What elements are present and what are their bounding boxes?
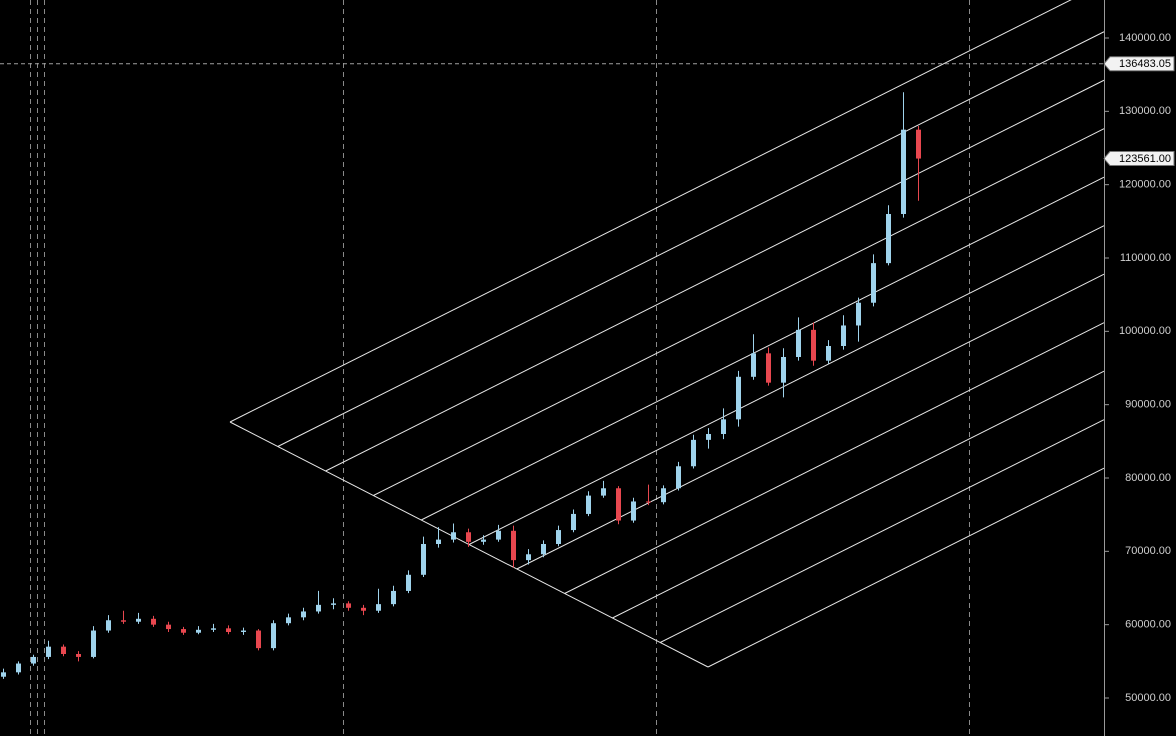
candle-body [211, 628, 216, 630]
candle-body [466, 532, 471, 542]
channel-line[interactable] [564, 322, 1105, 594]
candle-body [661, 488, 666, 503]
candle-body [496, 530, 501, 540]
candle-body [316, 604, 321, 612]
candle-body [766, 353, 771, 383]
candle-body [631, 501, 636, 521]
candles [1, 92, 921, 679]
candle-body [526, 554, 531, 561]
candle-body [721, 419, 726, 434]
candle-body [331, 603, 336, 605]
candle-body [31, 656, 36, 664]
y-tick-label: 140000.00 [1119, 32, 1171, 44]
y-tick-label: 80000.00 [1125, 472, 1171, 484]
candle-body [751, 353, 756, 377]
candle-body [196, 629, 201, 633]
candle-body [691, 439, 696, 467]
candle-body [781, 357, 786, 383]
candle-body [451, 532, 456, 540]
y-tick-label: 100000.00 [1119, 325, 1171, 337]
candle-body [226, 628, 231, 632]
candle-body [736, 376, 741, 420]
channel-line[interactable] [420, 176, 1105, 521]
candle-body [901, 129, 906, 215]
candle-body [586, 495, 591, 514]
crosshair-label: 136483.05 [1119, 58, 1171, 70]
time-grid [30, 0, 970, 736]
channel-tool[interactable] [229, 0, 1105, 668]
channel-line[interactable] [229, 0, 1104, 423]
candle-body [121, 620, 126, 622]
y-tick-label: 130000.00 [1119, 105, 1171, 117]
candle-body [376, 604, 381, 611]
last-price-label-box [1103, 151, 1175, 167]
candle-body [541, 543, 546, 555]
candle-body [301, 611, 306, 618]
last-price-label: 123561.00 [1119, 153, 1171, 165]
channel-line[interactable] [659, 419, 1105, 643]
channel-line[interactable] [468, 225, 1105, 545]
candle-body [571, 513, 576, 531]
candle-body [646, 501, 651, 503]
y-tick-label: 90000.00 [1125, 399, 1171, 411]
channel-line[interactable] [373, 128, 1105, 496]
candle-body [181, 629, 186, 633]
candle-body [826, 346, 831, 361]
candle-body [886, 214, 891, 264]
candle-body [166, 624, 171, 630]
candle-body [91, 630, 96, 657]
candle-body [601, 488, 606, 496]
candle-body [706, 433, 711, 440]
channel-line[interactable] [325, 79, 1105, 472]
candle-body [1, 672, 6, 677]
candle-body [676, 466, 681, 489]
candle-body [481, 539, 486, 542]
candle-body [16, 663, 21, 673]
y-tick-label: 60000.00 [1125, 619, 1171, 631]
candle-body [241, 630, 246, 632]
candle-body [286, 617, 291, 624]
y-tick-label: 50000.00 [1125, 692, 1171, 704]
candle-body [421, 543, 426, 575]
candle-body [616, 488, 621, 521]
channel-line[interactable] [707, 467, 1105, 668]
y-tick-label: 110000.00 [1120, 252, 1171, 264]
candle-body [796, 329, 801, 358]
candle-body [76, 653, 81, 657]
y-tick-label: 70000.00 [1125, 545, 1171, 557]
candle-body [511, 530, 516, 561]
axis-labels: 50000.00 60000.00 70000.00 80000.00 90000.00… [1104, 32, 1171, 704]
candle-body [556, 530, 561, 544]
candle-body [406, 574, 411, 591]
candle-body [151, 618, 156, 625]
candle-body [856, 302, 861, 326]
y-tick-label: 120000.00 [1119, 179, 1171, 191]
price-axis [1104, 0, 1176, 736]
candle-body [811, 329, 816, 361]
candle-body [841, 325, 846, 347]
candle-body [916, 129, 921, 159]
candle-body [391, 590, 396, 605]
candle-body [136, 618, 141, 622]
channel-line[interactable] [612, 370, 1105, 619]
candle-body [346, 603, 351, 608]
candle-body [436, 539, 441, 544]
channel-line[interactable] [516, 273, 1105, 570]
candle-body [256, 630, 261, 649]
crosshair-label-box [1103, 56, 1175, 72]
channel-line[interactable] [277, 31, 1105, 447]
candle-body [106, 620, 111, 631]
candle-body [271, 623, 276, 649]
candle-body [61, 646, 66, 654]
candle-body [361, 607, 366, 611]
candle-body [46, 646, 51, 657]
candle-body [871, 263, 876, 303]
